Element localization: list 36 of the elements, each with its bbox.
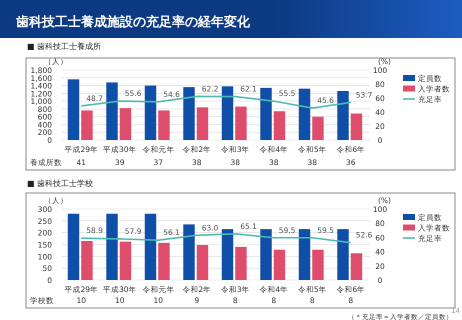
bar (196, 107, 208, 140)
bar (158, 242, 170, 280)
bar (106, 82, 118, 140)
bar (120, 108, 132, 140)
bar (350, 253, 362, 280)
bar (260, 229, 272, 280)
bar (81, 240, 93, 280)
chart-title: 歯科技工士養成施設の充足率の経年変化 (15, 14, 251, 30)
chart-subtitle: ■ 歯科技工士養成所 (27, 42, 102, 51)
chart-subtitle: ■ 歯科技工士学校 (27, 179, 94, 188)
bar (235, 246, 247, 280)
bar (274, 111, 286, 140)
bar (222, 229, 234, 280)
bar (350, 114, 362, 140)
bar (337, 91, 349, 140)
bar (120, 242, 132, 280)
bar (274, 250, 286, 280)
bar (183, 224, 195, 280)
bar (337, 229, 349, 280)
bar (183, 87, 195, 140)
bar (106, 214, 118, 280)
bar (260, 88, 272, 140)
bar (222, 86, 234, 140)
bar (312, 250, 324, 280)
bar (298, 229, 310, 280)
bar (144, 214, 156, 280)
bar (196, 244, 208, 280)
bar (158, 110, 170, 140)
bar (235, 106, 247, 140)
bar (312, 116, 324, 140)
bar (68, 214, 80, 280)
bar (144, 86, 156, 140)
line-series (80, 96, 352, 109)
bar (68, 79, 80, 140)
bar (298, 88, 310, 140)
bar (81, 110, 93, 140)
